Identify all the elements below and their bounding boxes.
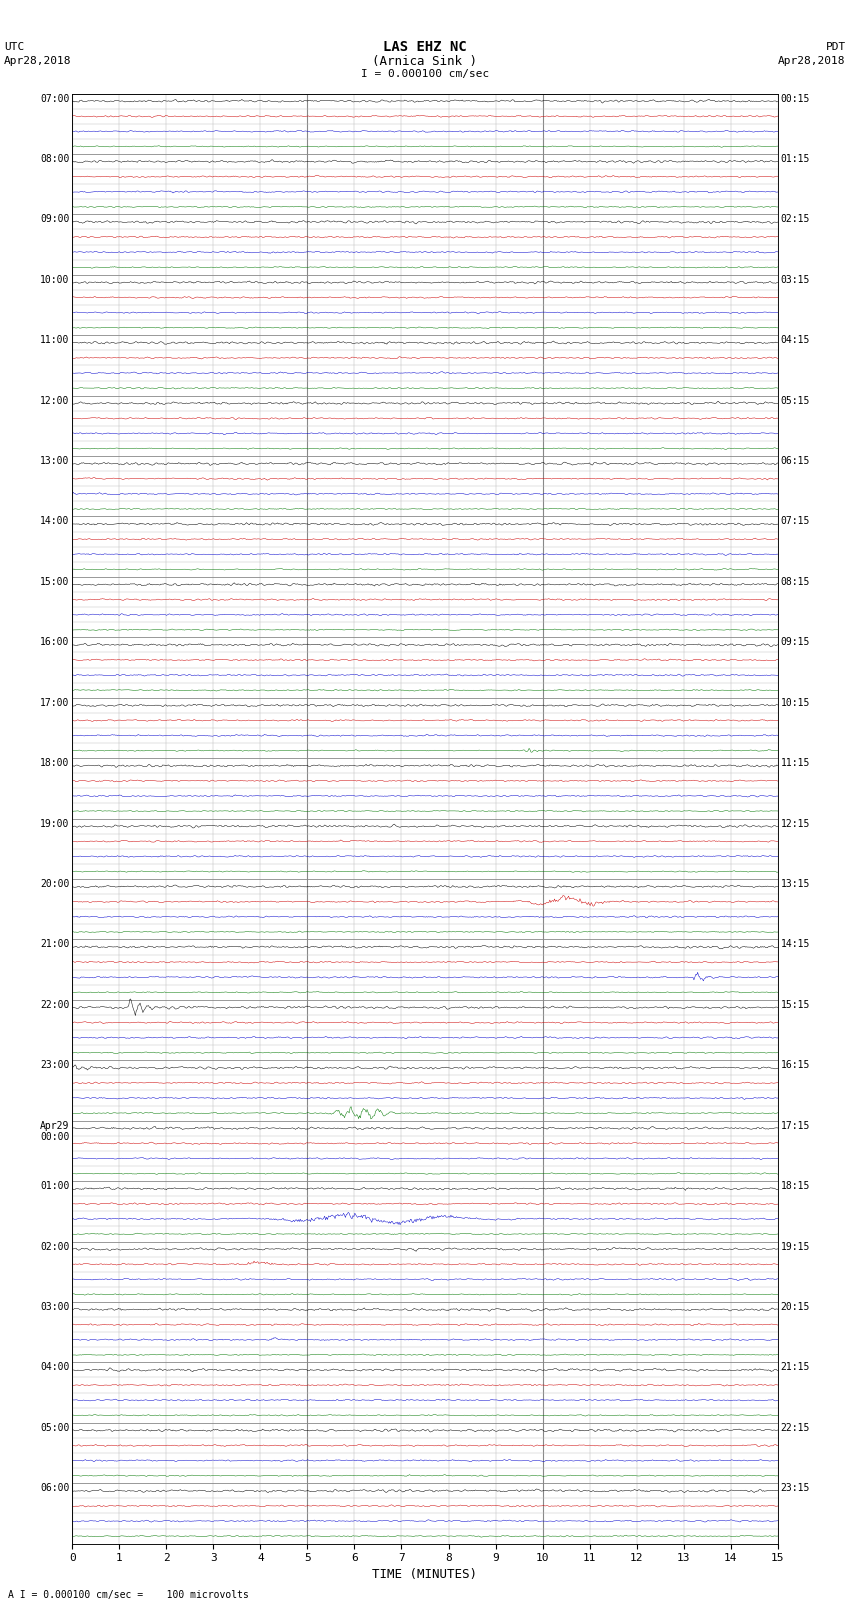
Text: PDT: PDT <box>825 42 846 52</box>
Text: (Arnica Sink ): (Arnica Sink ) <box>372 55 478 68</box>
Text: Apr28,2018: Apr28,2018 <box>4 56 71 66</box>
Text: A I = 0.000100 cm/sec =    100 microvolts: A I = 0.000100 cm/sec = 100 microvolts <box>8 1590 249 1600</box>
Text: Apr28,2018: Apr28,2018 <box>779 56 846 66</box>
Text: I = 0.000100 cm/sec: I = 0.000100 cm/sec <box>361 69 489 79</box>
X-axis label: TIME (MINUTES): TIME (MINUTES) <box>372 1568 478 1581</box>
Text: UTC: UTC <box>4 42 25 52</box>
Text: LAS EHZ NC: LAS EHZ NC <box>383 40 467 55</box>
